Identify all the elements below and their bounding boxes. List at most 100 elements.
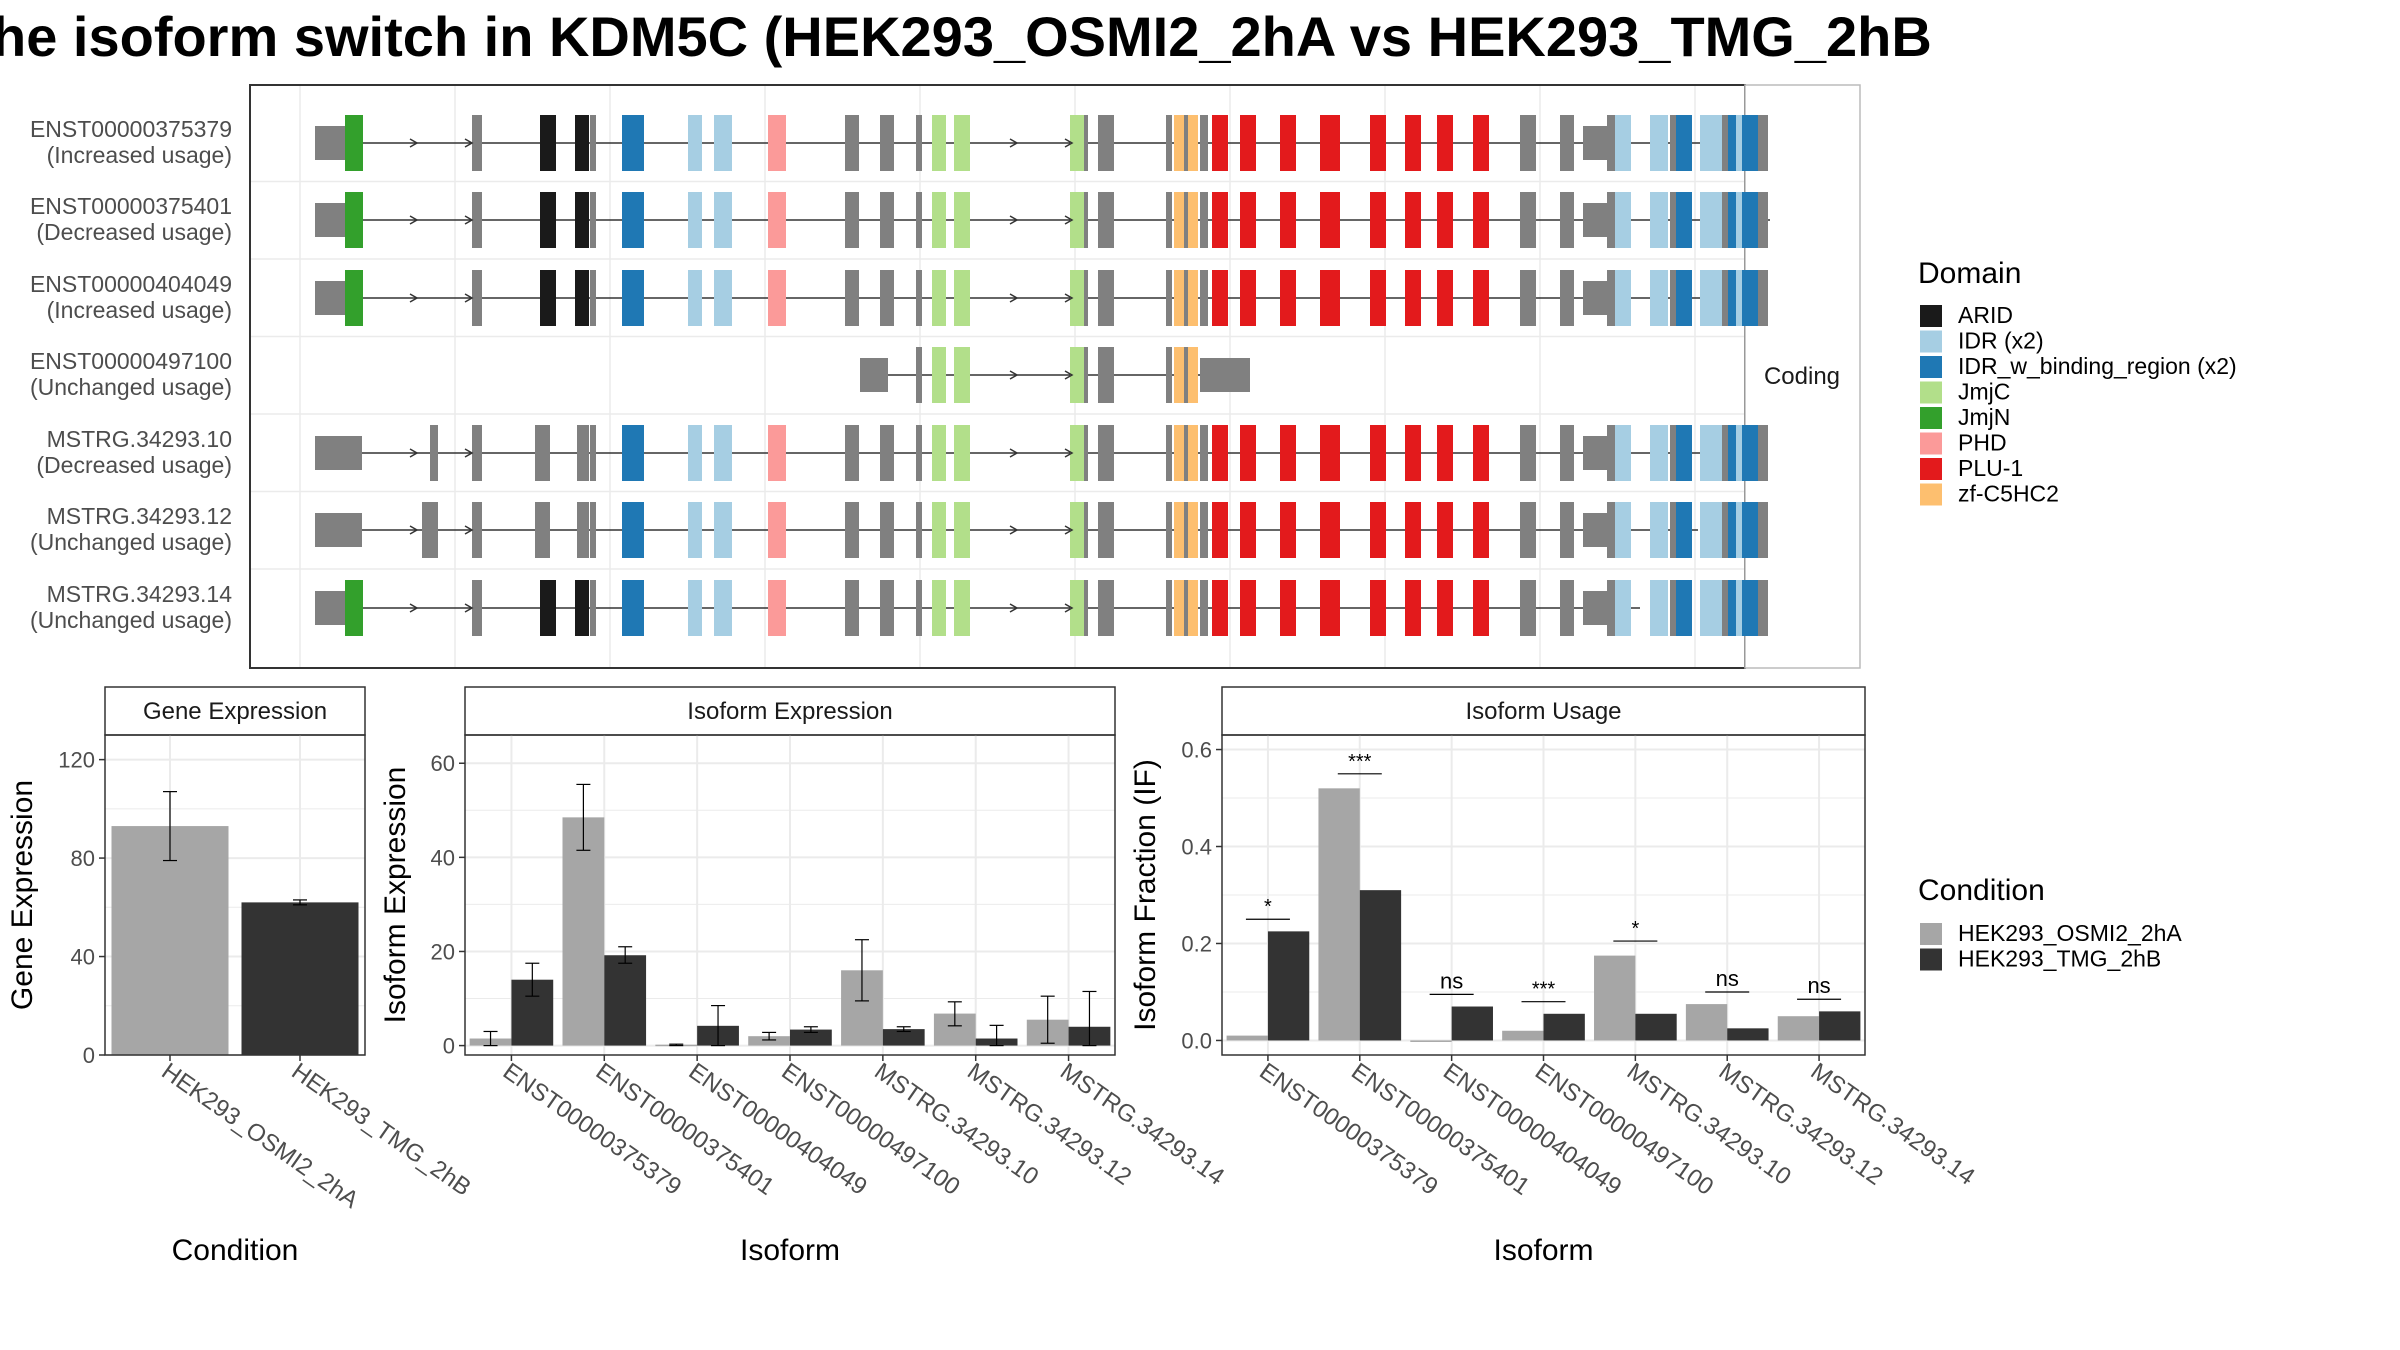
exon-domain [1188,115,1198,171]
exon-domain [1437,192,1453,248]
exon-coding [1098,347,1114,403]
bar [1318,788,1360,1041]
exon-coding [1200,425,1208,481]
exon-domain [768,502,786,558]
exon-domain [1742,425,1758,481]
exon-coding [590,425,596,481]
bar [241,902,359,1055]
intron-arrow [464,138,474,148]
exon-domain [1700,270,1722,326]
exon-domain [688,115,702,171]
condition-legend-label: HEK293_OSMI2_2hA [1958,920,2182,946]
bar [1502,1030,1544,1041]
exon-domain [1405,425,1421,481]
exon-domain [714,115,732,171]
exon-coding [472,502,482,558]
x-tick-label: MSTRG.34293.14 [1055,1058,1229,1191]
y-tick-label: 0 [443,1034,455,1059]
exon-coding [430,425,438,481]
exon-domain [1437,115,1453,171]
exon-coding [1670,580,1676,636]
transcript-id-label: ENST00000375379 [30,116,232,142]
y-tick-label: 0.2 [1181,931,1212,956]
y-axis-title: Isoform Expression [379,767,412,1024]
domain-legend-label: ARID [1958,302,2013,328]
exon-coding [1520,580,1536,636]
exon-domain [540,270,556,326]
exon-coding [1200,270,1208,326]
exon-coding [1166,580,1172,636]
transcript-usage-label: (Unchanged usage) [30,607,232,633]
exon-domain [1728,425,1736,481]
exon-coding [1166,115,1172,171]
exon-domain [1473,425,1489,481]
bar [1410,1040,1452,1042]
x-axis-title: Isoform [1493,1234,1593,1267]
exon-coding [916,425,922,481]
exon-coding [1184,347,1188,403]
exon-domain [1320,270,1340,326]
intron-arrow [464,603,474,613]
condition-legend-label: HEK293_TMG_2hB [1958,946,2161,972]
exon-coding [1098,192,1114,248]
exon-domain [1736,270,1742,326]
exon-coding [880,425,894,481]
exon-domain [932,115,946,171]
exon-coding [1607,115,1615,171]
exon-domain [1070,425,1084,481]
exon-coding [1098,115,1114,171]
exon-domain [1728,270,1736,326]
intron-arrow [1064,448,1074,458]
exon-coding [590,502,596,558]
exon-domain [1212,425,1228,481]
exon-domain [714,192,732,248]
intron-arrow [409,293,419,303]
exon-domain [1188,192,1198,248]
exon-utr [315,591,345,625]
exon-coding [590,192,596,248]
exon-domain [688,580,702,636]
panel-border [104,734,366,1056]
bar [562,817,605,1046]
exon-coding [1560,192,1574,248]
exon-domain [1070,347,1084,403]
domain-legend-title: Domain [1918,257,2021,290]
exon-coding [1200,502,1208,558]
intron-arrow [1064,370,1074,380]
exon-domain [954,580,970,636]
exon-domain [932,192,946,248]
condition-legend-title: Condition [1918,874,2045,907]
exon-domain [1405,192,1421,248]
exon-domain [1405,115,1421,171]
exon-coding [1607,580,1615,636]
exon-coding [1722,580,1728,636]
exon-coding [1098,502,1114,558]
exon-coding [1166,425,1172,481]
exon-domain [345,115,363,171]
exon-domain [622,192,644,248]
exon-domain [1736,192,1742,248]
exon-coding [472,115,482,171]
exon-domain [1700,425,1722,481]
transcript-row [315,580,1768,636]
exon-domain [1650,580,1668,636]
bar [1777,1016,1820,1041]
exon-domain [1240,425,1256,481]
exon-utr [1583,126,1607,160]
y-tick-label: 0 [83,1043,95,1068]
exon-domain [1174,425,1184,481]
exon-utr [315,203,345,237]
bar [1635,1013,1677,1041]
exon-coding [1758,502,1768,558]
exon-domain [1676,192,1692,248]
exon-domain [1742,270,1758,326]
bar [1685,1004,1728,1041]
transcript-usage-label: (Unchanged usage) [30,529,232,555]
exon-domain [768,425,786,481]
panel-strip [104,686,366,736]
exon-domain [1188,580,1198,636]
exon-domain [575,192,589,248]
exon-domain [1700,115,1722,171]
intron-arrow [1064,525,1074,535]
exon-coding [1200,192,1208,248]
